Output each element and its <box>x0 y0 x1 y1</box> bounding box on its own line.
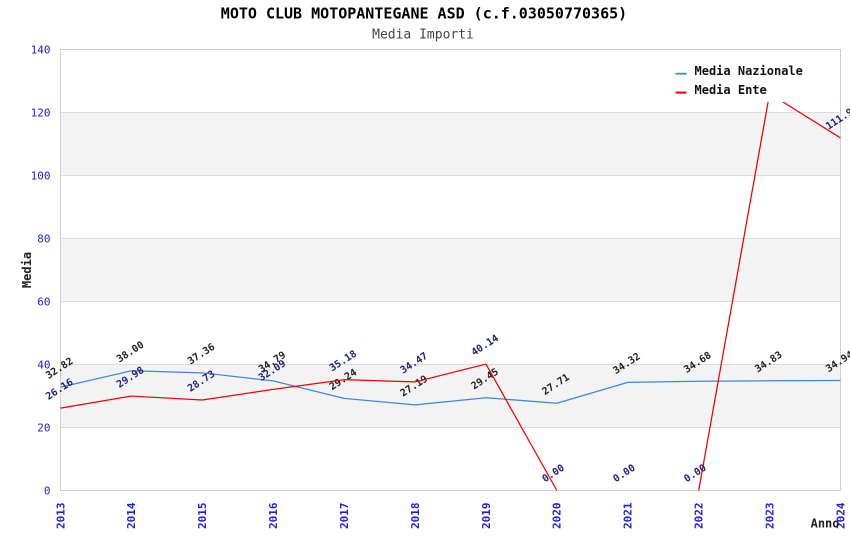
series-line-0 <box>60 370 841 406</box>
y-tick-label: 80 <box>37 232 50 245</box>
y-tick-label: 40 <box>37 358 50 371</box>
y-tick-label: 100 <box>31 169 51 182</box>
x-tick-label: 2017 <box>338 503 351 530</box>
value-label: 0.00 <box>611 463 637 485</box>
legend-swatch-media-nazionale <box>675 72 687 75</box>
legend-label-media-nazionale: Media Nazionale <box>695 64 803 78</box>
x-tick-label: 2013 <box>54 503 67 530</box>
y-tick-label: 120 <box>31 106 51 119</box>
x-axis-title: Anno <box>811 517 840 531</box>
y-tick-label: 0 <box>44 484 51 497</box>
x-tick-label: 2014 <box>125 502 138 529</box>
x-tick-label: 2021 <box>622 502 635 529</box>
x-tick-label: 2024 <box>834 502 847 529</box>
y-tick-label: 60 <box>37 295 50 308</box>
plot-band <box>60 238 841 302</box>
legend-background <box>667 55 812 102</box>
y-tick-label: 20 <box>37 421 50 434</box>
chart-subtitle: Media Importi <box>372 28 474 43</box>
value-label: 38.00 <box>115 340 146 366</box>
value-label: 37.36 <box>186 342 217 368</box>
x-tick-label: 2023 <box>763 503 776 530</box>
chart-title: MOTO CLUB MOTOPANTEGANE ASD (c.f.0305077… <box>221 5 627 23</box>
plot-band <box>60 112 841 176</box>
x-tick-label: 2019 <box>480 503 493 530</box>
y-axis-title: Media <box>20 252 34 288</box>
x-tick-label: 2020 <box>551 503 564 530</box>
legend-swatch-media-ente <box>675 91 687 94</box>
x-tick-label: 2022 <box>692 503 705 530</box>
x-tick-label: 2016 <box>267 502 280 529</box>
x-tick-label: 2015 <box>196 503 209 530</box>
y-tick-label: 140 <box>31 43 51 56</box>
plot-frame <box>60 49 841 491</box>
value-label: 0.00 <box>682 463 708 485</box>
legend-label-media-ente: Media Ente <box>695 83 767 97</box>
plot-band <box>60 364 841 428</box>
x-tick-label: 2018 <box>409 503 422 530</box>
value-label: 40.14 <box>470 333 501 359</box>
value-label: 0.00 <box>541 463 567 485</box>
series-line-1 <box>60 93 841 491</box>
legend: Media Nazionale Media Ente <box>667 55 812 102</box>
